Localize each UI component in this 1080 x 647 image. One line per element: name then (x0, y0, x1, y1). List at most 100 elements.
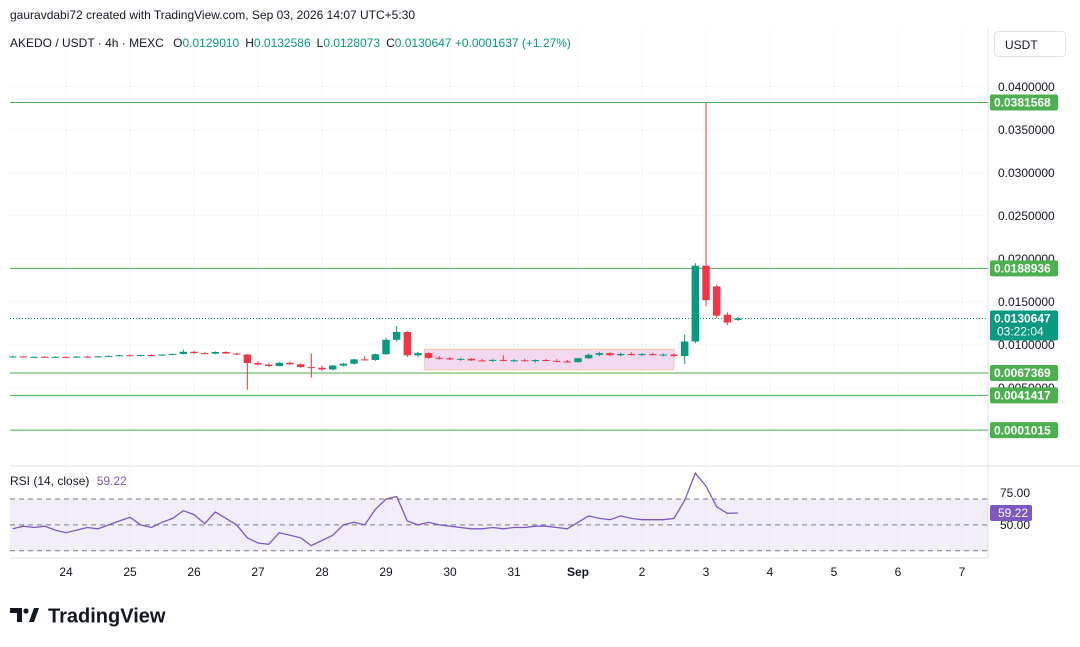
candle-body (328, 365, 337, 370)
currency-button[interactable]: USDT (994, 31, 1066, 57)
plot: 2425262728293031Sep2345670.00000000.0050… (8, 28, 1080, 579)
symbol-legend: AKEDO / USDT · 4h · MEXC O0.0129010 H0.01… (10, 36, 571, 50)
countdown: 03:22:04 (997, 325, 1044, 339)
candle-body (424, 353, 433, 358)
last-price-label: 0.0130647 (994, 312, 1051, 326)
candle-body (115, 355, 124, 357)
candle-body (648, 354, 657, 356)
rsi-tick-label: 75.00 (1000, 486, 1030, 500)
candle-body (702, 265, 710, 301)
candle-body (670, 354, 678, 357)
rsi-value-bg (990, 504, 1032, 521)
candle-body (72, 356, 81, 358)
candle-body (510, 360, 518, 362)
ohlc-value: 0.0130647 (394, 36, 452, 50)
candle-body (264, 364, 273, 367)
candle-body (51, 356, 60, 358)
candle-body (104, 355, 113, 357)
candle-body (680, 341, 689, 357)
candle-body (467, 358, 476, 361)
candle-body (296, 364, 305, 368)
candle-body (40, 356, 49, 358)
price-line-label: 0.0188936 (994, 262, 1051, 276)
price-line-label: 0.0067369 (994, 366, 1051, 380)
candle-body (488, 359, 497, 361)
y-tick-label: 0.0300000 (998, 166, 1055, 180)
candle-body (211, 351, 220, 354)
x-tick-label: 2 (639, 565, 646, 579)
candle-body (691, 265, 700, 342)
candle-body (563, 361, 572, 363)
price-line-label: 0.0001015 (994, 423, 1051, 437)
candle-body (456, 358, 465, 360)
x-tick-label: 6 (895, 565, 902, 579)
candle-body (723, 314, 732, 323)
candle-body (254, 362, 262, 365)
ohlc-label: C (386, 36, 395, 50)
candle-body (584, 354, 593, 359)
x-tick-label: 25 (123, 565, 137, 579)
ohlc-value: 0.0132586 (253, 36, 311, 50)
y-tick-label: 0.0350000 (998, 123, 1055, 137)
x-tick-label: 29 (379, 565, 393, 579)
price-line-label-bg (990, 422, 1058, 439)
candle-body (158, 354, 166, 356)
attribution: gauravdabi72 created with TradingView.co… (10, 8, 416, 22)
candle-body (435, 357, 444, 359)
candle-body (318, 367, 326, 370)
x-tick-label: 30 (443, 565, 457, 579)
logo-text: TradingView (48, 605, 166, 627)
candle-body (627, 353, 636, 356)
candle-body (382, 339, 390, 355)
candle-body (638, 354, 646, 356)
candle-body (360, 359, 369, 361)
candle-body (147, 354, 156, 356)
x-tick-label: 5 (831, 565, 838, 579)
price-line-label-bg (990, 260, 1058, 277)
candle-body (286, 362, 294, 365)
ohlc-value: 0.0129010 (182, 36, 240, 50)
ohlc-value: 0.0128073 (323, 36, 381, 50)
candle-body (307, 367, 316, 369)
candle-body (200, 353, 209, 355)
y-tick-label: 0.0250000 (998, 209, 1055, 223)
x-tick-label: 28 (315, 565, 329, 579)
ohlc-label: O (173, 36, 183, 50)
candle-body (275, 362, 284, 367)
rsi-tick-label: 50.00 (1000, 518, 1030, 532)
candle-body (339, 363, 348, 366)
price-line-label-bg (990, 365, 1058, 382)
candle-body (542, 359, 550, 361)
candle-body (499, 359, 508, 361)
x-tick-label: 7 (959, 565, 966, 579)
candle-body (222, 351, 230, 354)
x-tick-label: 26 (187, 565, 201, 579)
candle-body (574, 358, 582, 363)
price-line-label: 0.0041417 (994, 389, 1051, 403)
x-tick-label: 27 (251, 565, 265, 579)
x-tick-label: Sep (567, 565, 589, 579)
candle-body (30, 356, 38, 358)
rsi-legend: RSI (14, close) 59.22 (10, 474, 127, 488)
y-tick-label: 0.0150000 (998, 295, 1055, 309)
symbol: AKEDO / USDT · 4h · MEXC (10, 36, 164, 50)
last-price-bg (990, 310, 1058, 341)
candle-body (136, 354, 145, 356)
price-line-label-bg (990, 387, 1058, 404)
x-tick-label: 24 (59, 565, 73, 579)
x-tick-label: 4 (767, 565, 774, 579)
ohlc-label: H (245, 36, 254, 50)
candle-body (606, 353, 614, 356)
candle-body (94, 356, 102, 358)
candle-body (62, 356, 70, 358)
candle-body (734, 318, 742, 320)
candle-body (392, 332, 401, 340)
candle-body (168, 353, 177, 355)
x-tick-label: 31 (507, 565, 521, 579)
candle-body (243, 354, 252, 363)
candle-body (403, 332, 412, 356)
price-line-label-bg (990, 94, 1058, 111)
candle-body (616, 353, 625, 356)
y-tick-label: 0.0400000 (998, 80, 1055, 94)
